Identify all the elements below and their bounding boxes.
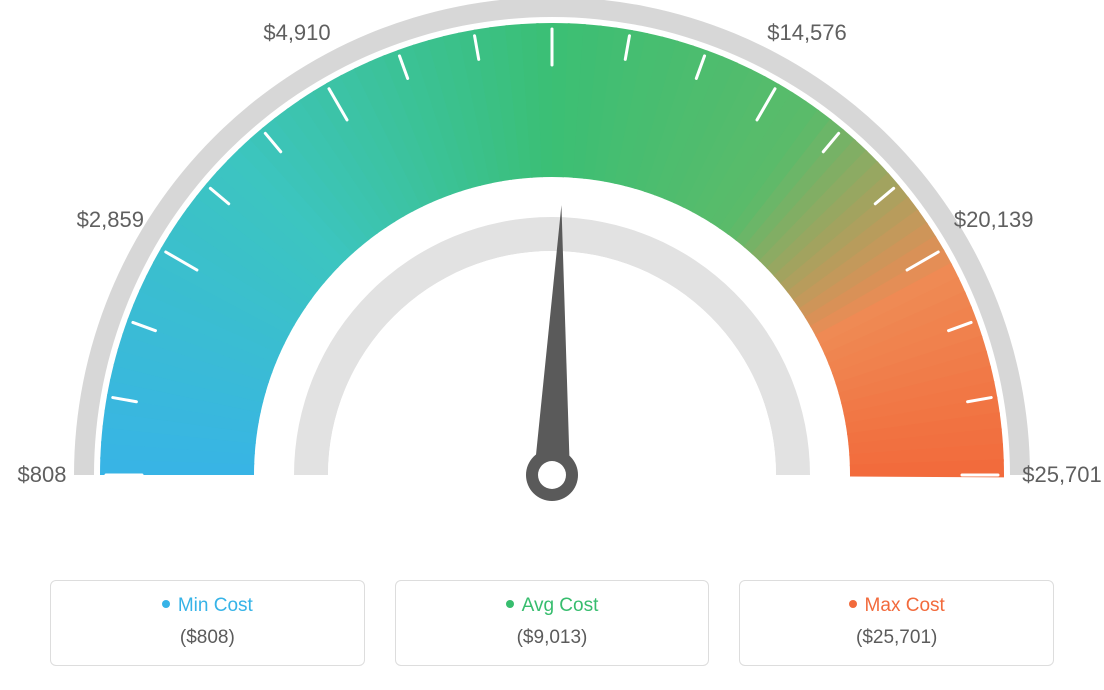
- gauge-svg: [0, 0, 1104, 560]
- legend-title-min: Min Cost: [61, 595, 354, 617]
- gauge-chart: $808$2,859$4,910$9,013$14,576$20,139$25,…: [0, 0, 1104, 560]
- legend-value-min: ($808): [61, 627, 354, 649]
- legend-card-avg: Avg Cost ($9,013): [395, 580, 710, 666]
- legend-value-avg: ($9,013): [406, 627, 699, 649]
- legend-card-max: Max Cost ($25,701): [739, 580, 1054, 666]
- gauge-tick-label: $20,139: [954, 207, 1034, 233]
- gauge-tick-label: $808: [18, 462, 67, 488]
- legend-title-avg: Avg Cost: [406, 595, 699, 617]
- gauge-tick-label: $25,701: [1022, 462, 1102, 488]
- legend-value-max: ($25,701): [750, 627, 1043, 649]
- legend-card-min: Min Cost ($808): [50, 580, 365, 666]
- gauge-tick-label: $4,910: [263, 20, 330, 46]
- gauge-tick-label: $14,576: [767, 20, 847, 46]
- legend-row: Min Cost ($808) Avg Cost ($9,013) Max Co…: [0, 580, 1104, 666]
- gauge-tick-label: $2,859: [77, 207, 144, 233]
- legend-title-max: Max Cost: [750, 595, 1043, 617]
